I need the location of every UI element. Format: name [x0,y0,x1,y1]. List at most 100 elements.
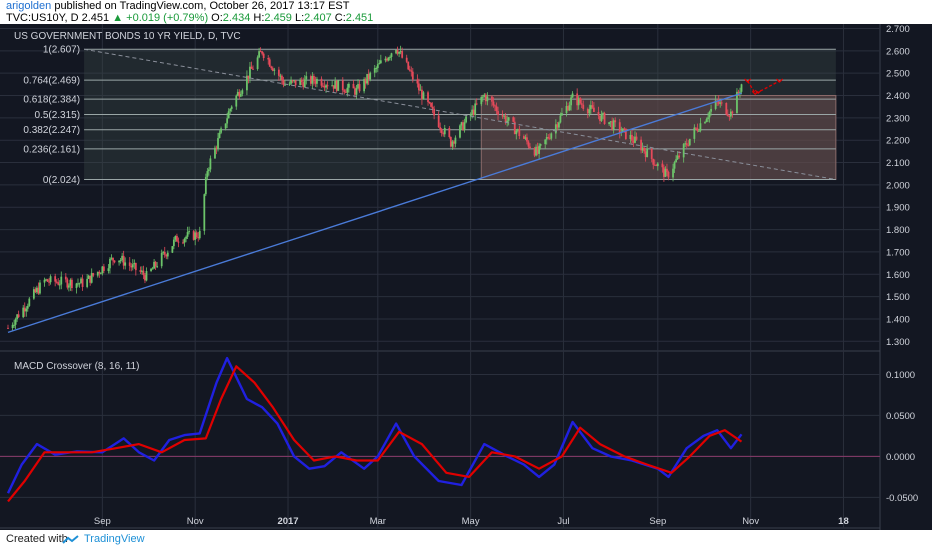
candle-body [535,146,537,156]
x-tick-label: Mar [370,516,386,527]
candle-body [369,72,372,80]
candle-body [174,235,177,240]
x-tick-label: Sep [649,516,666,527]
candle-body [518,129,521,137]
candle-body [11,324,14,328]
author-link[interactable]: arigolden [6,0,52,12]
fib-level-label: 0(2.024) [43,175,80,186]
candle-body [110,257,113,259]
candle-body [634,136,636,143]
candle-body [236,91,239,96]
candle-body [480,96,483,105]
candle-body [316,78,318,84]
candle-body [277,69,280,76]
candle-body [481,96,484,98]
y-tick-label: 1.800 [886,225,910,236]
candle-body [102,266,105,271]
candle-body [364,79,367,84]
candle-body [719,102,722,104]
candle-body [737,91,740,93]
candle-body [124,262,127,266]
candle-body [673,162,676,169]
candle-body [629,134,632,140]
candle-body [204,177,207,195]
candle-body [567,106,569,111]
candle-body [239,93,242,97]
y-tick-label: 1.700 [886,247,910,258]
candle-body [26,305,29,309]
candle-body [320,78,323,86]
candle-body [739,91,741,93]
candle-body [474,103,477,115]
candle-body [48,281,50,283]
candle-body [118,260,120,263]
candle-body [133,262,136,265]
candle-body [92,273,95,276]
low-label: L: [294,12,305,24]
candle-body [282,80,285,85]
candle-body [720,102,723,104]
candle-body [273,69,276,71]
candle-body [440,129,443,134]
candle-body [271,68,274,71]
fib-level-label: 0.764(2.469) [23,76,80,87]
candle-body [430,102,432,107]
candle-body [707,117,709,120]
candle-body [624,128,627,140]
candle-body [134,262,137,271]
candle-body [714,100,717,109]
candle-body [557,122,560,128]
candle-body [387,57,390,61]
candle-body [343,90,346,92]
candle-body [267,58,270,60]
candle-body [433,108,436,116]
candle-body [279,75,282,77]
chart-header: arigolden published on TradingView.com, … [0,0,932,24]
tradingview-logo-icon [62,535,79,544]
candle-body [556,124,559,128]
tradingview-brand[interactable]: TradingView [84,533,145,545]
candle-body [218,132,221,139]
projection-arrowhead [776,78,783,83]
y-tick-label: 2.100 [886,158,910,169]
candle-body [396,49,399,54]
candle-body [309,76,312,84]
candle-body [623,128,626,130]
candle-body [224,123,227,129]
candle-body [341,80,344,91]
candle-body [22,307,25,318]
candle-body [131,264,134,268]
candle-body [352,83,355,89]
candle-body [183,238,186,243]
candle-body [294,80,297,86]
candle-body [75,283,78,289]
candle-body [141,270,143,272]
candle-body [46,279,49,282]
candle-body [501,114,504,117]
candle-body [533,148,536,156]
candle-body [664,168,667,177]
overlays [7,48,836,334]
projection-arrowhead [744,78,752,83]
candle-body [195,232,198,238]
candle-body [25,308,28,312]
candle-body [96,271,99,276]
candle-body [729,111,732,117]
pane-titles: US GOVERNMENT BONDS 10 YR YIELD, D, TVC … [14,31,241,372]
x-tick-label: 18 [838,516,849,527]
candle-body [650,148,653,159]
candle-body [335,80,338,91]
candle-body [389,56,391,58]
candle-body [618,122,621,133]
candle-body [513,121,516,135]
y-tick-label: 2.500 [886,69,910,80]
candle-body [78,283,81,285]
macd-line [6,356,743,494]
candle-body [101,266,104,274]
candle-body [588,109,591,114]
candle-body [427,92,429,102]
candle-body [612,120,615,130]
macd-y-tick-label: 0.1000 [886,370,915,381]
chart-canvas[interactable]: 1(2.607) 0.764(2.469) 0.618(2.384) 0.5(2.31… [0,24,932,530]
candle-body [717,100,720,104]
